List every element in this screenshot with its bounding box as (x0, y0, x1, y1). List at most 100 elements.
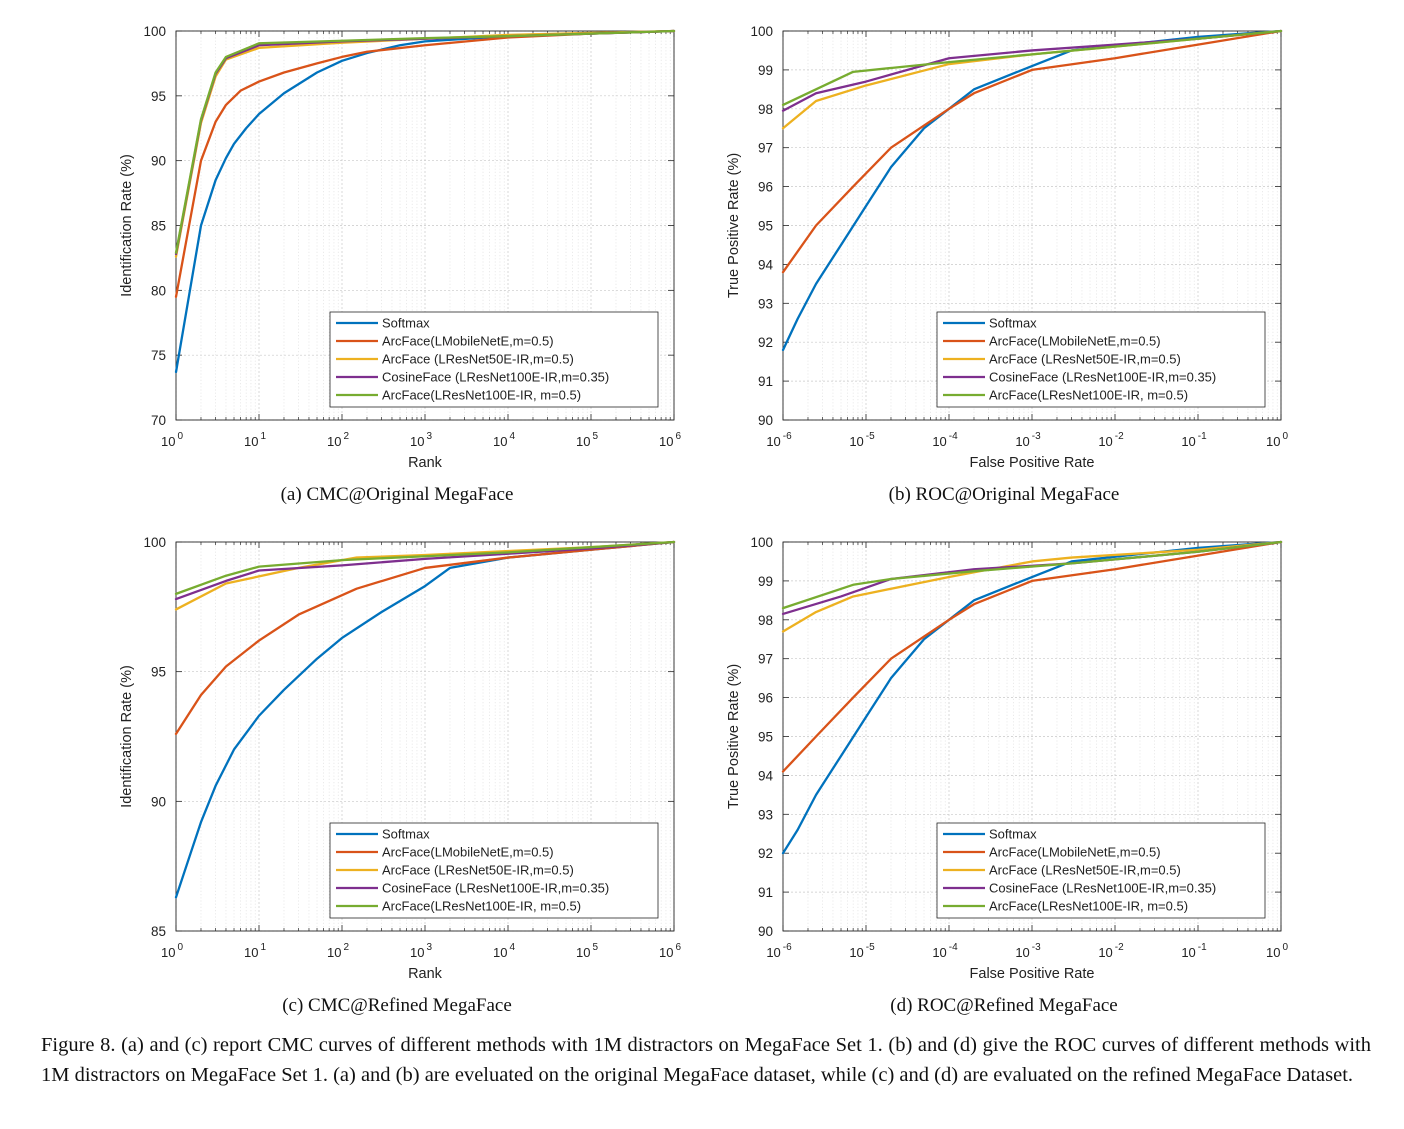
y-axis-label: True Positive Rate (%) (726, 664, 742, 809)
x-tick-exponent: 5 (592, 431, 598, 442)
x-tick-base: 10 (327, 945, 341, 960)
x-tick-exponent: 2 (343, 431, 349, 442)
series-line-arcface-lresnet100e-ir-m-0-5 (174, 29, 676, 254)
legend-label: ArcFace (LResNet50E-IR,m=0.5) (382, 863, 574, 878)
x-tick-label: 10 -1 (1181, 431, 1207, 449)
y-tick-label: 96 (758, 691, 773, 706)
legend-label: CosineFace (LResNet100E-IR,m=0.35) (989, 881, 1216, 896)
x-tick-exponent: 6 (675, 942, 681, 953)
x-tick-exponent: 1 (260, 942, 266, 953)
y-tick-label: 92 (758, 846, 773, 861)
x-tick-base: 10 (410, 434, 424, 449)
x-tick-label: 10 3 (410, 431, 432, 449)
x-tick-label: 10 1 (244, 431, 266, 449)
x-tick-exponent: 4 (509, 431, 515, 442)
x-tick-label: 10 -3 (1015, 431, 1041, 449)
y-tick-label: 91 (758, 885, 773, 900)
series-group (781, 540, 1283, 855)
series-line-cosineface-lresnet100e-ir-m-0-35 (174, 540, 676, 601)
x-tick-label: 10 2 (327, 942, 349, 960)
x-tick-exponent: 0 (1282, 942, 1288, 953)
legend-label: Softmax (382, 827, 430, 842)
legend: Softmax ArcFace(LMobileNetE,m=0.5) ArcFace… (936, 311, 1266, 408)
series-line-arcface-lresnet100e-ir-m-0-5 (781, 29, 1283, 107)
x-tick-base: 10 (1181, 945, 1195, 960)
y-tick-label: 96 (758, 180, 773, 195)
legend-label: ArcFace(LResNet100E-IR, m=0.5) (382, 899, 581, 914)
series-group (781, 29, 1283, 352)
x-tick-exponent: -2 (1115, 431, 1124, 442)
x-tick-base: 10 (932, 945, 946, 960)
x-axis-label: Rank (408, 455, 443, 471)
chart-panel-a: 10 0 10 1 10 2 10 3 10 4 10 5 10 6707580859095100Rank… (119, 24, 681, 471)
x-tick-label: 10 4 (493, 431, 515, 449)
x-tick-base: 10 (244, 434, 258, 449)
figure-caption: Figure 8. (a) and (c) report CMC curves … (41, 1030, 1371, 1090)
legend-label: CosineFace (LResNet100E-IR,m=0.35) (382, 881, 609, 896)
legend-label: ArcFace(LMobileNetE,m=0.5) (382, 334, 554, 349)
x-tick-base: 10 (1266, 945, 1280, 960)
series-line-arcface-lmobilenete-m-0-5 (781, 29, 1283, 274)
x-tick-label: 10 6 (659, 431, 681, 449)
x-tick-exponent: 0 (177, 942, 183, 953)
y-tick-label: 100 (143, 535, 166, 550)
x-tick-exponent: -5 (866, 431, 875, 442)
y-tick-label: 95 (758, 219, 773, 234)
x-axis-label: False Positive Rate (970, 966, 1095, 982)
x-tick-base: 10 (1015, 945, 1029, 960)
x-axis-label: Rank (408, 966, 443, 982)
legend-label: ArcFace(LMobileNetE,m=0.5) (989, 334, 1161, 349)
tick-marks (175, 541, 675, 932)
y-tick-label: 97 (758, 652, 773, 667)
x-tick-label: 10 -5 (849, 431, 875, 449)
x-tick-label: 10 6 (659, 942, 681, 960)
y-tick-label: 99 (758, 574, 773, 589)
x-tick-base: 10 (1098, 434, 1112, 449)
x-tick-base: 10 (1181, 434, 1195, 449)
subcaption-d: (d) ROC@Refined MegaFace (890, 995, 1118, 1016)
y-tick-label: 95 (151, 89, 166, 104)
legend: Softmax ArcFace(LMobileNetE,m=0.5) ArcFace… (329, 822, 659, 919)
y-tick-label: 85 (151, 924, 166, 939)
x-tick-exponent: -6 (783, 431, 792, 442)
legend-label: ArcFace (LResNet50E-IR,m=0.5) (989, 352, 1181, 367)
series-group (174, 540, 676, 899)
tick-marks (782, 541, 1282, 932)
x-tick-exponent: 6 (675, 431, 681, 442)
x-tick-base: 10 (244, 945, 258, 960)
series-line-arcface-lmobilenete-m-0-5 (781, 540, 1283, 773)
series-line-arcface-lresnet100e-ir-m-0-5 (174, 540, 676, 596)
x-tick-base: 10 (766, 945, 780, 960)
legend-label: Softmax (989, 827, 1037, 842)
x-tick-label: 10 -2 (1098, 942, 1124, 960)
y-tick-label: 98 (758, 613, 773, 628)
x-tick-base: 10 (161, 434, 175, 449)
x-axis-label: False Positive Rate (970, 455, 1095, 471)
legend-label: Softmax (382, 316, 430, 331)
y-tick-label: 100 (143, 24, 166, 39)
figure-caption-text: (a) and (c) report CMC curves of differe… (41, 1034, 1371, 1086)
y-tick-label: 99 (758, 63, 773, 78)
x-tick-exponent: 1 (260, 431, 266, 442)
chart-panel-d: 10 -6 10 -5 10 -4 10 -3 10 -2 10 -1 10 09091929394959… (726, 535, 1288, 982)
y-tick-label: 97 (758, 141, 773, 156)
legend-label: ArcFace(LResNet100E-IR, m=0.5) (382, 388, 581, 403)
x-tick-exponent: -2 (1115, 942, 1124, 953)
x-tick-label: 10 -5 (849, 942, 875, 960)
series-line-arcface-lresnet100e-ir-m-0-5 (781, 540, 1283, 610)
x-tick-label: 10 0 (161, 942, 183, 960)
x-tick-base: 10 (576, 945, 590, 960)
x-tick-label: 10 5 (576, 942, 598, 960)
x-tick-base: 10 (410, 945, 424, 960)
legend-label: CosineFace (LResNet100E-IR,m=0.35) (382, 370, 609, 385)
x-tick-label: 10 -6 (766, 431, 792, 449)
x-tick-label: 10 -4 (932, 942, 958, 960)
legend-label: ArcFace (LResNet50E-IR,m=0.5) (989, 863, 1181, 878)
y-tick-label: 98 (758, 102, 773, 117)
legend-box (329, 311, 659, 408)
subcaption-c: (c) CMC@Refined MegaFace (282, 995, 512, 1016)
x-tick-exponent: -5 (866, 942, 875, 953)
x-tick-exponent: 0 (177, 431, 183, 442)
y-tick-label: 93 (758, 807, 773, 822)
